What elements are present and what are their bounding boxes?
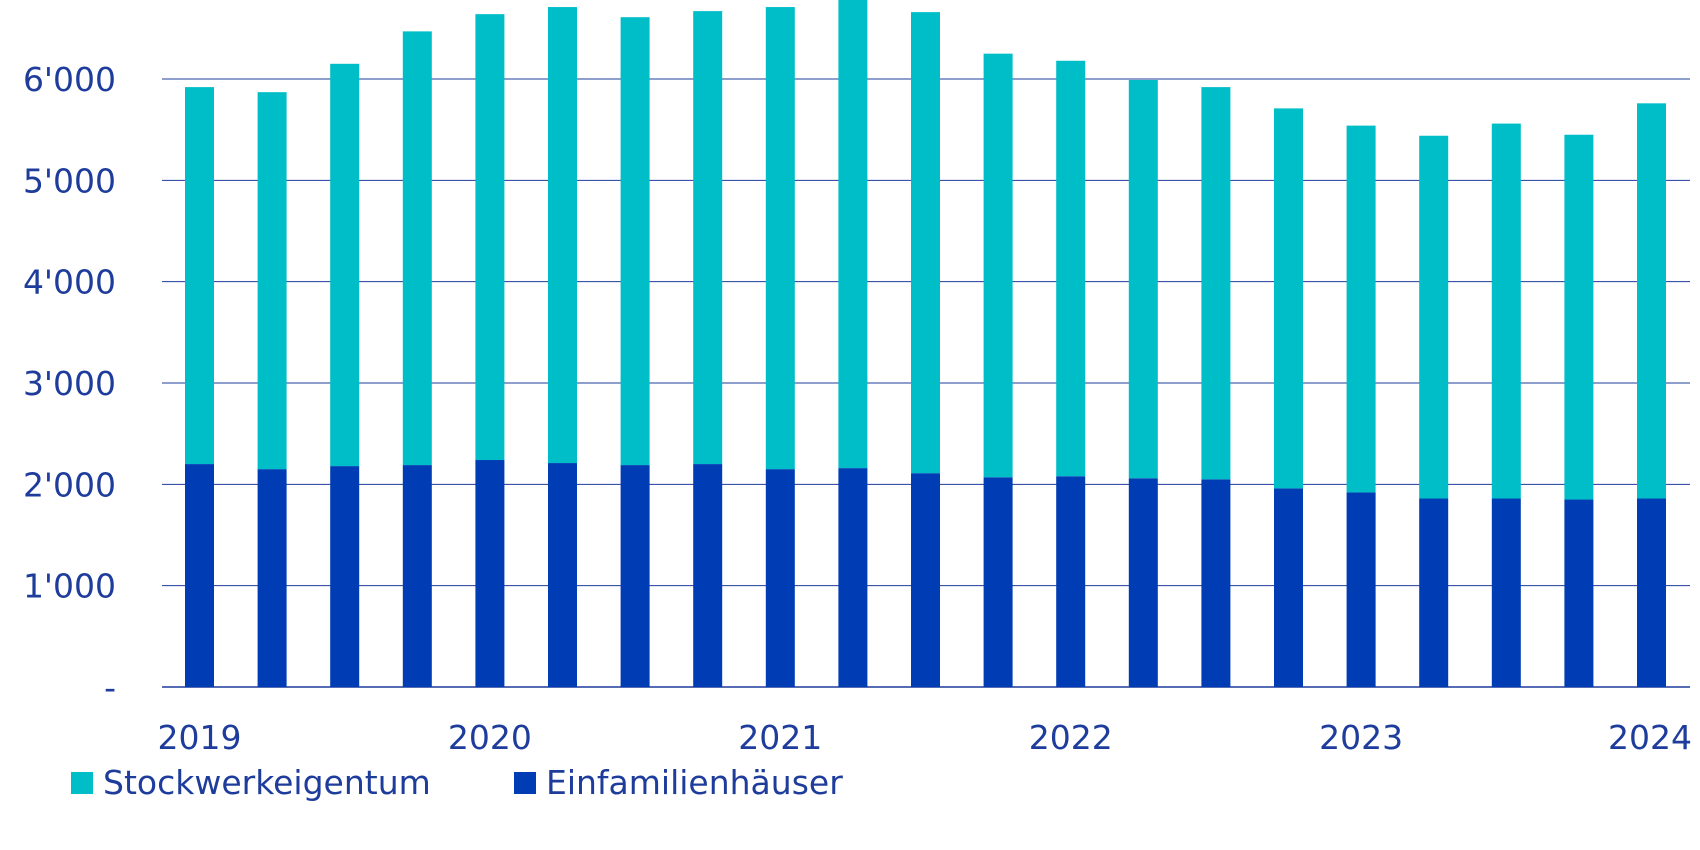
bar-segment-stockwerkeigentum: [911, 12, 940, 474]
bar-segment-stockwerkeigentum: [1056, 60, 1086, 477]
bar-segment-einfamilienhaeuser: [911, 473, 940, 687]
bar-segment-einfamilienhaeuser: [402, 465, 432, 687]
bar-segment-einfamilienhaeuser: [1419, 498, 1449, 687]
bar-segment-einfamilienhaeuser: [257, 469, 287, 687]
bar-segment-stockwerkeigentum: [548, 7, 577, 464]
bar-segment-einfamilienhaeuser: [620, 465, 650, 687]
y-tick-label: 5'000: [23, 161, 116, 200]
bar-segment-stockwerkeigentum: [1274, 108, 1303, 489]
bar-segment-stockwerkeigentum: [1637, 103, 1666, 499]
y-axis: - 1'000 2'000 3'000 4'000 5'000 6'000: [23, 60, 116, 707]
bars: [185, 0, 1666, 687]
bar-segment-einfamilienhaeuser: [1274, 488, 1303, 687]
x-tick-label: 2022: [1029, 718, 1113, 757]
bar-segment-einfamilienhaeuser: [330, 466, 360, 687]
x-tick-label: 2021: [738, 718, 822, 757]
bar-segment-stockwerkeigentum: [1346, 125, 1376, 493]
legend-swatch: [71, 772, 93, 794]
bar-segment-einfamilienhaeuser: [475, 460, 505, 687]
bar-segment-einfamilienhaeuser: [838, 468, 868, 687]
y-tick-label: 2'000: [23, 465, 116, 504]
bar-segment-stockwerkeigentum: [475, 14, 505, 461]
bar-segment-stockwerkeigentum: [983, 53, 1013, 478]
legend: Stockwerkeigentum Einfamilienhäuser: [71, 763, 843, 802]
bar-segment-einfamilienhaeuser: [983, 477, 1013, 687]
x-tick-label: 2019: [158, 718, 242, 757]
bar-segment-stockwerkeigentum: [1201, 87, 1231, 480]
bar-segment-stockwerkeigentum: [693, 11, 723, 465]
bar-segment-stockwerkeigentum: [330, 63, 360, 467]
bar-segment-einfamilienhaeuser: [1201, 479, 1231, 687]
x-tick-label: 2023: [1319, 718, 1403, 757]
y-tick-label: 4'000: [23, 263, 116, 302]
legend-label: Stockwerkeigentum: [103, 763, 431, 802]
y-tick-label: -: [104, 668, 116, 707]
x-tick-label: 2024: [1608, 718, 1692, 757]
bar-segment-stockwerkeigentum: [257, 92, 287, 470]
bar-segment-einfamilienhaeuser: [548, 463, 577, 687]
bar-segment-einfamilienhaeuser: [1346, 492, 1376, 687]
bar-segment-einfamilienhaeuser: [1056, 476, 1086, 687]
bar-segment-einfamilienhaeuser: [1128, 478, 1158, 687]
bar-segment-stockwerkeigentum: [620, 17, 650, 466]
bar-segment-stockwerkeigentum: [1564, 134, 1594, 500]
bar-segment-einfamilienhaeuser: [1491, 498, 1521, 687]
bar-segment-stockwerkeigentum: [1128, 80, 1158, 479]
bar-segment-stockwerkeigentum: [185, 87, 214, 465]
bar-segment-einfamilienhaeuser: [765, 469, 795, 687]
bar-segment-einfamilienhaeuser: [1564, 499, 1594, 687]
bar-segment-einfamilienhaeuser: [1637, 498, 1666, 687]
bar-segment-stockwerkeigentum: [1491, 123, 1521, 499]
bar-segment-stockwerkeigentum: [838, 0, 868, 469]
legend-swatch: [514, 772, 536, 794]
y-tick-label: 6'000: [23, 60, 116, 99]
bar-segment-stockwerkeigentum: [1419, 135, 1449, 499]
legend-label: Einfamilienhäuser: [546, 763, 843, 802]
x-tick-label: 2020: [448, 718, 532, 757]
bar-segment-einfamilienhaeuser: [693, 464, 723, 687]
y-tick-label: 3'000: [23, 364, 116, 403]
bar-segment-stockwerkeigentum: [402, 31, 432, 466]
bar-segment-einfamilienhaeuser: [185, 464, 214, 687]
bar-segment-stockwerkeigentum: [765, 7, 795, 470]
y-tick-label: 1'000: [23, 567, 116, 606]
x-axis: 2019 2020 2021 2022 2023 2024: [158, 718, 1692, 757]
